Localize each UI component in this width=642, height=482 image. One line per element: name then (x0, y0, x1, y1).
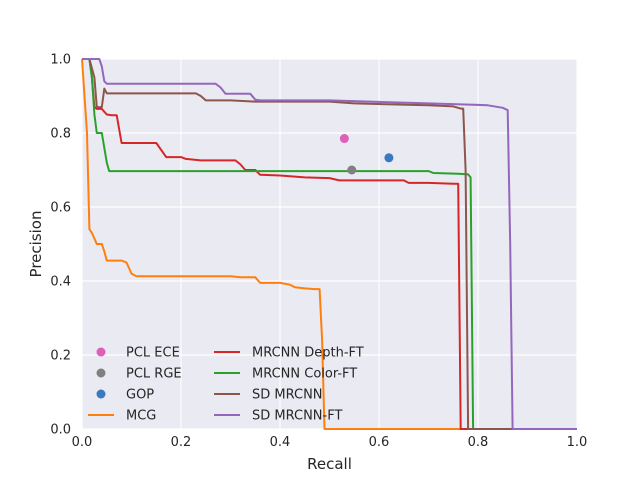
y-tick-label: 0.4 (50, 275, 71, 290)
y-tick-label: 0.8 (50, 127, 71, 142)
x-tick-labels: 0.0 0.2 0.4 0.6 0.8 1.0 (72, 435, 588, 450)
legend-label-sd-mrcnn: SD MRCNN (252, 388, 323, 403)
legend-marker-gop (96, 389, 106, 399)
x-tick-label: 0.8 (468, 435, 489, 450)
y-tick-labels: 0.0 0.2 0.4 0.6 0.8 1.0 (50, 53, 71, 438)
series-layer (81, 58, 577, 430)
legend: PCL ECE PCL RGE GOP MCG MRCNN Depth-FT MRCNN … (88, 346, 364, 424)
legend-marker-pcl-ece (96, 347, 106, 357)
y-tick-label: 0.0 (50, 423, 71, 438)
point-pcl-rge (347, 165, 357, 175)
legend-label-mrcnn-color-ft: MRCNN Color-FT (252, 367, 357, 382)
series-line-mcg (81, 58, 577, 430)
legend-label-pcl-rge: PCL RGE (126, 367, 182, 382)
plot-background (82, 59, 577, 429)
y-axis-label: Precision (27, 211, 45, 278)
point-gop (384, 153, 394, 163)
point-pcl-ece (339, 134, 349, 144)
legend-label-mcg: MCG (126, 409, 156, 424)
legend-label-mrcnn-depth-ft: MRCNN Depth-FT (252, 346, 364, 361)
x-tick-label: 0.6 (369, 435, 390, 450)
y-tick-label: 0.2 (50, 349, 71, 364)
series-line-mrcnn-color-ft (88, 58, 577, 430)
x-tick-label: 1.0 (567, 435, 588, 450)
series-line-sd-mrcnn-ft (82, 58, 577, 430)
legend-marker-pcl-rge (96, 368, 106, 378)
x-axis-label: Recall (307, 455, 352, 473)
y-tick-label: 0.6 (50, 201, 71, 216)
legend-label-sd-mrcnn-ft: SD MRCNN-FT (252, 409, 342, 424)
x-tick-label: 0.0 (72, 435, 93, 450)
y-tick-label: 1.0 (50, 53, 71, 68)
x-tick-label: 0.4 (270, 435, 291, 450)
legend-label-pcl-ece: PCL ECE (126, 346, 180, 361)
series-line-mrcnn-depth-ft (88, 58, 577, 430)
points-layer (339, 134, 394, 175)
series-line-sd-mrcnn (88, 58, 577, 430)
legend-label-gop: GOP (126, 388, 154, 403)
x-tick-label: 0.2 (171, 435, 192, 450)
